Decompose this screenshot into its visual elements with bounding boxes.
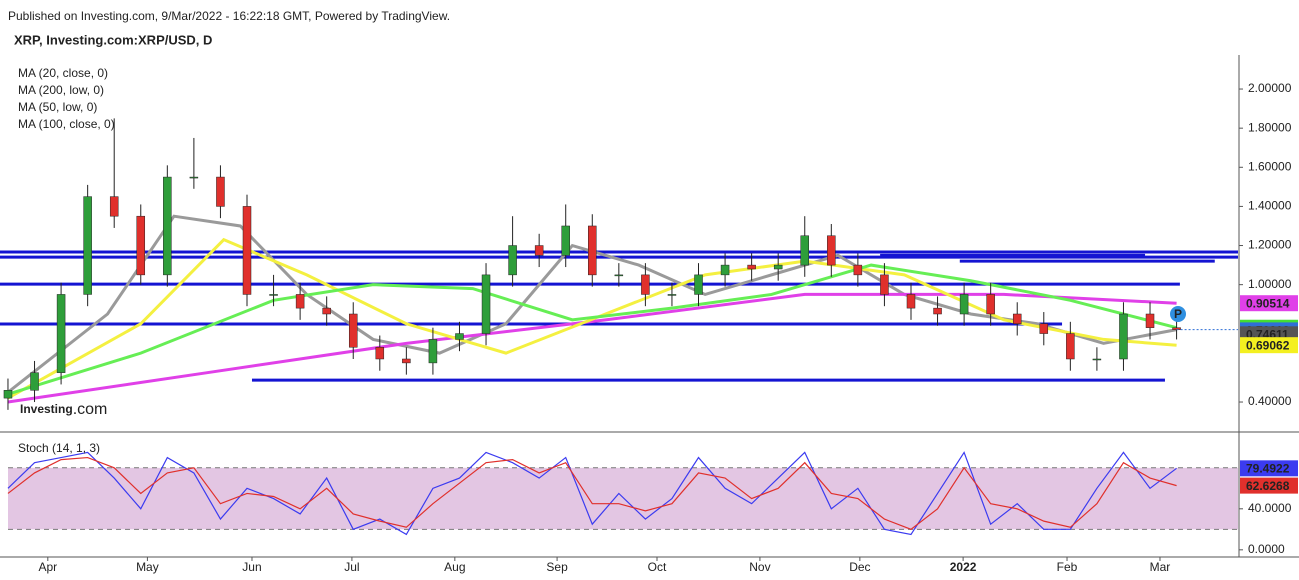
candle-body — [747, 264, 756, 270]
x-tick-label: Apr — [38, 560, 57, 574]
candle-body — [30, 372, 39, 391]
price-label-bg — [1240, 337, 1298, 354]
stoch-line — [7, 456, 1177, 531]
candle-body — [959, 294, 969, 315]
x-tick-label: Mar — [1150, 560, 1171, 574]
candle-body — [853, 264, 863, 276]
candle-body — [508, 245, 517, 276]
candle-body — [1039, 323, 1049, 334]
candle-body — [56, 294, 66, 373]
badge-label: P — [1174, 307, 1182, 321]
header: Published on Investing.com, 9/Mar/2022 -… — [8, 9, 450, 23]
legend-entry: MA (50, low, 0) — [18, 100, 97, 114]
candle-body — [720, 264, 730, 276]
x-tick-label: Oct — [648, 560, 667, 574]
y-tick-label: 1.80000 — [1248, 120, 1292, 134]
candle-body — [667, 294, 677, 296]
candle-body — [455, 333, 464, 340]
ma-line — [7, 263, 1177, 396]
candle-body — [163, 176, 172, 276]
x-tick-label: Sep — [546, 560, 568, 574]
ma-line — [7, 214, 1177, 394]
candle-body — [109, 196, 119, 217]
candle-body — [3, 390, 13, 399]
candle-body — [428, 339, 438, 364]
y-tick-label: 1.20000 — [1248, 238, 1292, 252]
candle-body — [800, 235, 809, 266]
candle-body — [614, 274, 624, 277]
candle-body — [694, 274, 703, 295]
legend-entry: MA (20, close, 0) — [18, 66, 108, 80]
candle-body — [933, 307, 942, 315]
candle-body — [189, 176, 199, 179]
candle-body — [242, 206, 252, 295]
y-tick-label: 1.60000 — [1248, 159, 1292, 173]
logo-brand: Investing — [20, 402, 73, 416]
candle-body — [269, 294, 278, 296]
x-tick-label: Jun — [242, 560, 261, 574]
candle-body — [561, 225, 570, 256]
candle-body — [1145, 313, 1155, 328]
logo-suffix: .com — [73, 401, 108, 418]
candle-body — [1066, 333, 1075, 360]
stoch-label: 62.6268 — [1246, 479, 1290, 493]
stoch-label-bg — [1240, 460, 1298, 477]
candle-body — [588, 225, 597, 276]
candle-body — [986, 294, 995, 315]
x-tick-label: 2022 — [950, 560, 977, 574]
candle-body — [216, 176, 225, 207]
stoch-band — [8, 467, 1238, 530]
candle-body — [481, 274, 491, 334]
ma-line — [7, 292, 1177, 404]
candle-body — [1119, 313, 1128, 360]
x-tick-label: Aug — [444, 560, 465, 574]
candle-body — [375, 347, 385, 360]
y-tick-label: 2.00000 — [1248, 81, 1292, 95]
y-tick-label: 0.0000 — [1248, 542, 1285, 556]
x-tick-label: May — [136, 560, 159, 574]
ma-line — [7, 237, 1177, 400]
price-label: 0.90514 — [1246, 296, 1290, 310]
candle-body — [1012, 313, 1022, 325]
candle-body — [880, 274, 889, 295]
legend-entry: MA (200, low, 0) — [18, 83, 104, 97]
candle-body — [295, 294, 305, 309]
x-tick-label: Nov — [749, 560, 770, 574]
chart-title: XRP, Investing.com:XRP/USD, D — [14, 32, 212, 47]
y-tick-label: 0.40000 — [1248, 394, 1292, 408]
badge — [1170, 306, 1186, 322]
x-tick-label: Dec — [849, 560, 870, 574]
candle-body — [348, 313, 358, 348]
y-tick-label: 1.40000 — [1248, 199, 1292, 213]
stoch-label: 79.4922 — [1246, 461, 1290, 475]
candle-body — [827, 235, 836, 266]
candle-body — [136, 215, 146, 276]
y-tick-label: 1.00000 — [1248, 277, 1292, 291]
stoch-title: Stoch (14, 1, 3) — [18, 441, 100, 455]
price-label: 0.69062 — [1246, 338, 1290, 352]
price-label-bg — [1240, 295, 1298, 312]
legend-entry: MA (100, close, 0) — [18, 117, 115, 131]
candle-body — [322, 307, 331, 315]
candle-body — [534, 245, 544, 256]
candle-body — [1092, 358, 1102, 361]
candle-body — [83, 196, 92, 295]
x-tick-label: Feb — [1057, 560, 1078, 574]
y-tick-label: 40.0000 — [1248, 501, 1292, 515]
candle-body — [906, 294, 916, 309]
candle-body — [773, 264, 783, 270]
candle-body — [402, 358, 411, 364]
candle-body — [641, 274, 650, 295]
stoch-label-bg — [1240, 477, 1298, 494]
x-tick-label: Jul — [344, 560, 359, 574]
logo: Investing.com — [20, 401, 107, 418]
stoch-line — [7, 451, 1177, 536]
